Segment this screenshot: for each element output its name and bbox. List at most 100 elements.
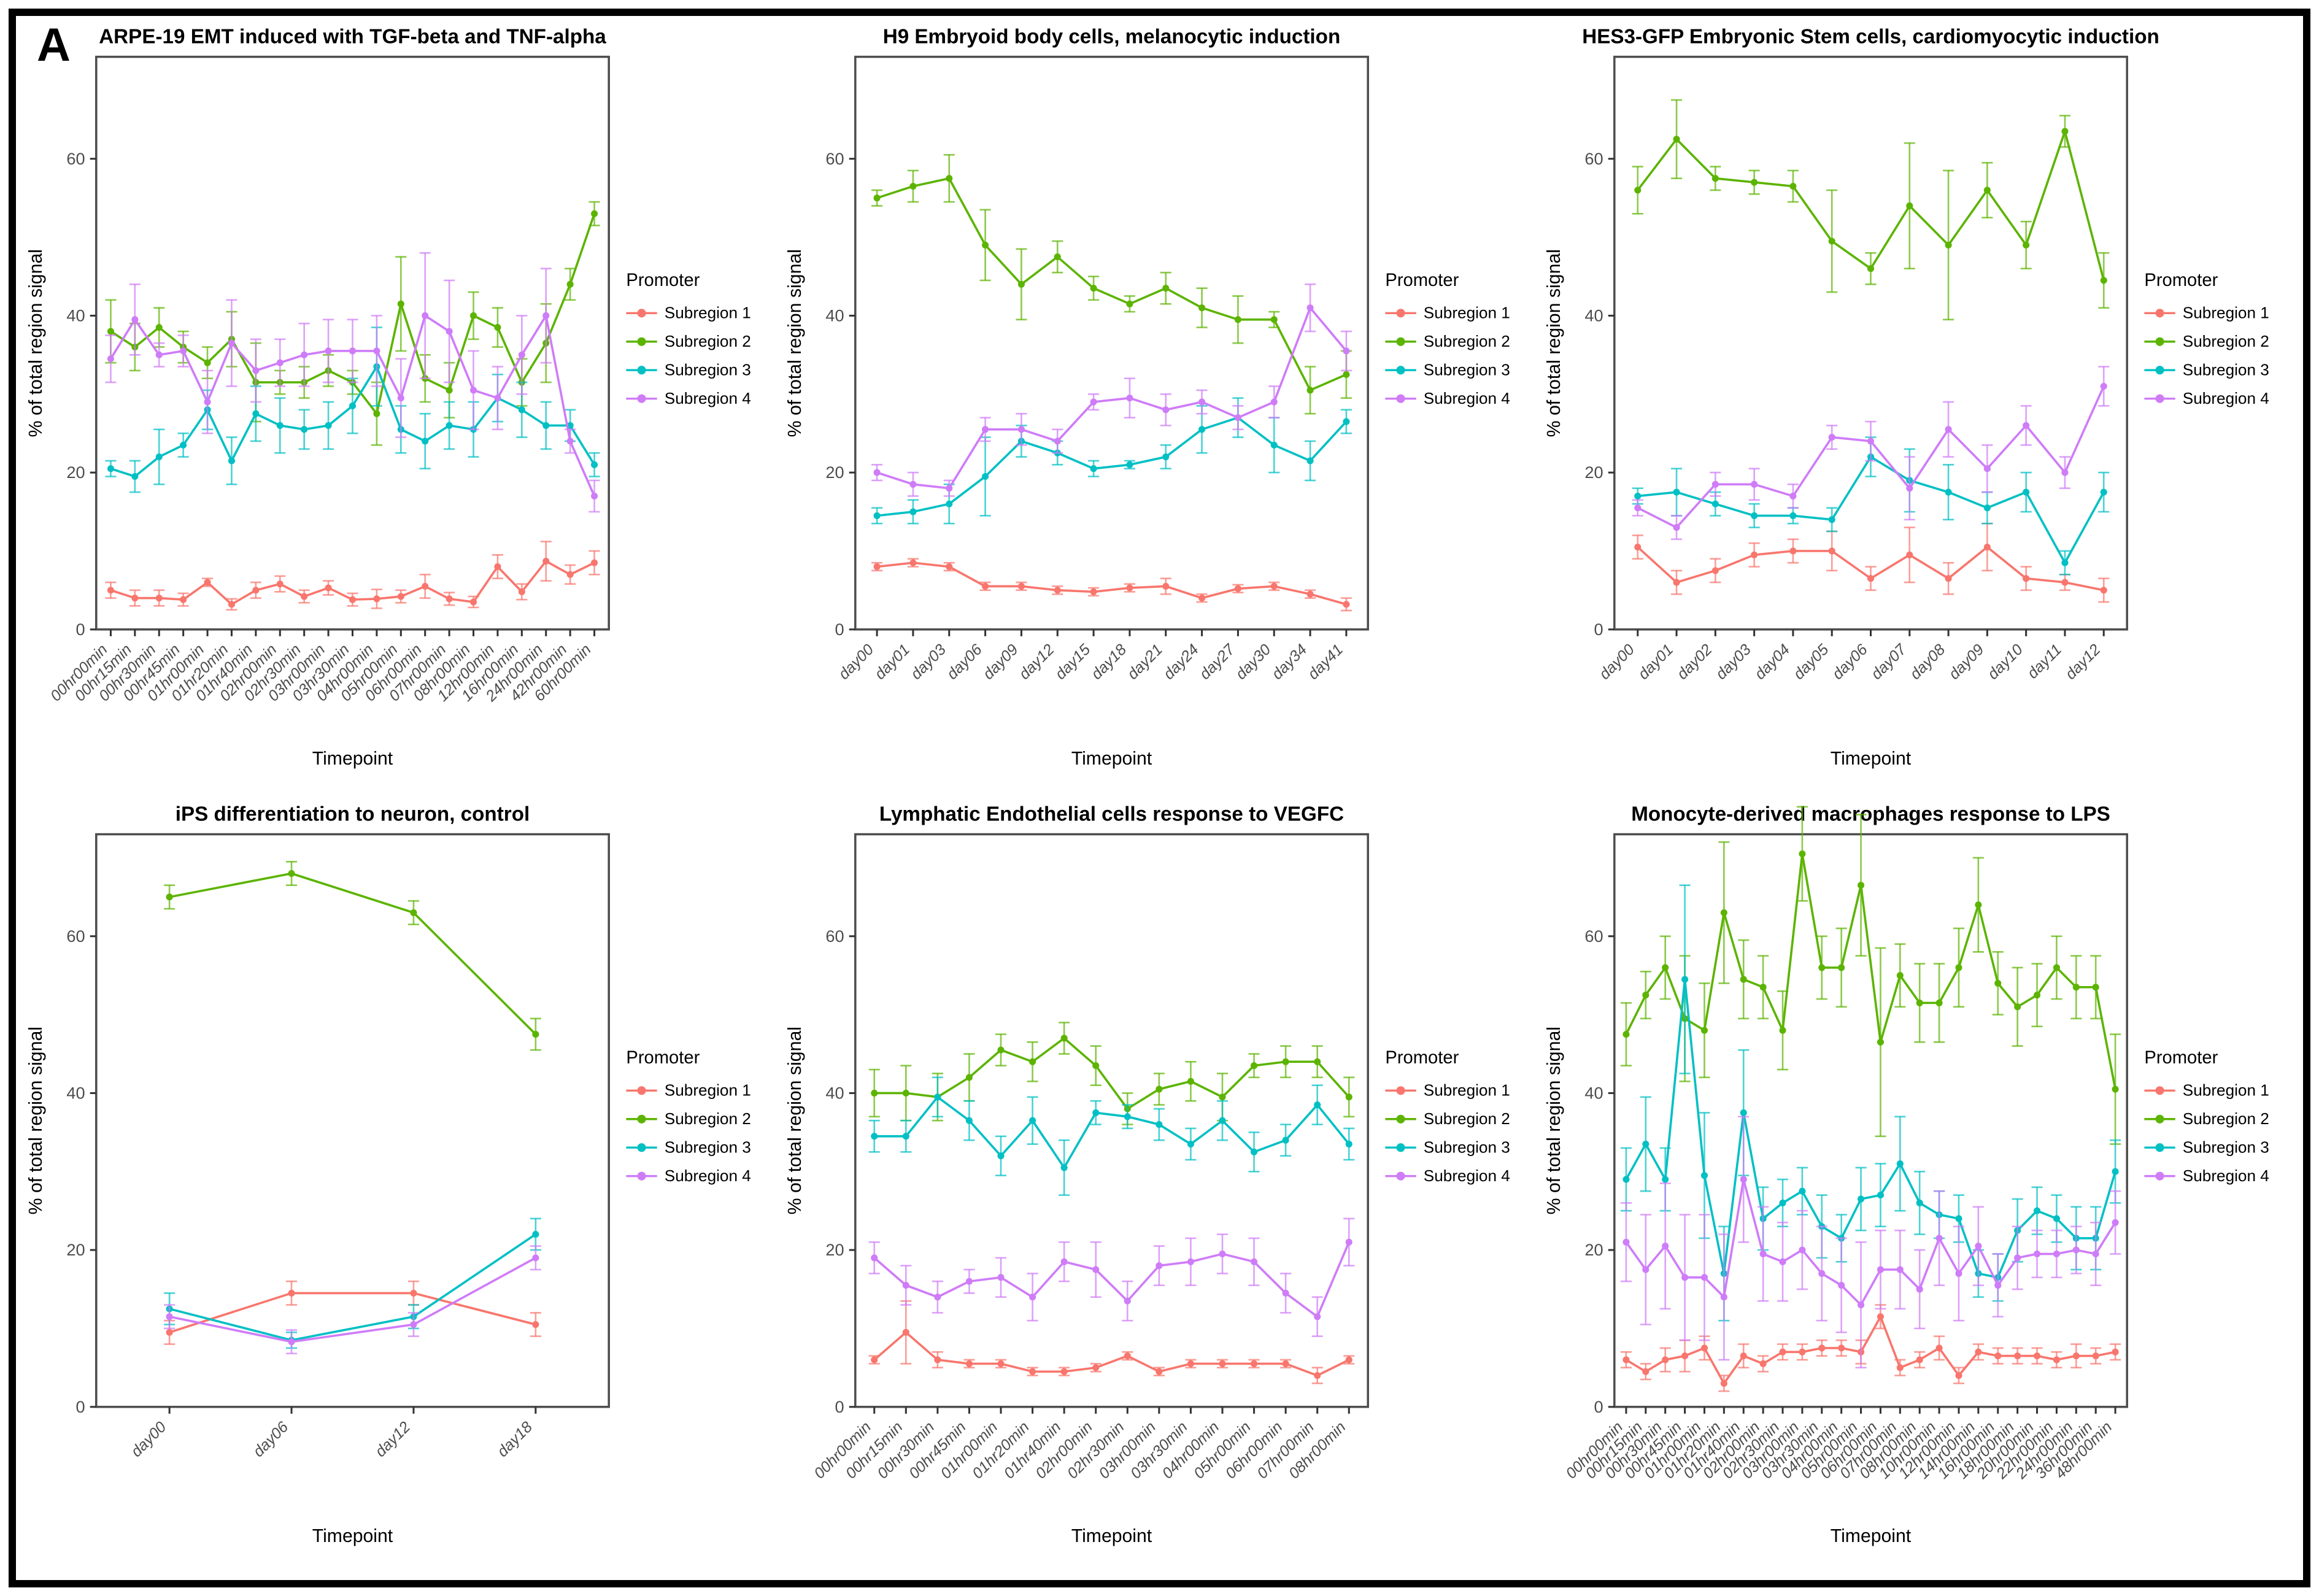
legend-key-icon — [1396, 366, 1405, 375]
x-tick-label: day09 — [1945, 641, 1987, 683]
legend-key-icon — [1396, 1085, 1405, 1095]
chart-panel-arpe19: ARPE-19 EMT induced with TGF-beta and TN… — [21, 21, 780, 798]
legend: Promoter Subregion 1 Subregion 2 Subregion … — [1385, 1047, 1510, 1184]
x-tick-label: day10 — [1985, 641, 2026, 683]
series-subregion-4 — [164, 1244, 541, 1354]
y-tick-label: 20 — [66, 463, 85, 482]
x-axis: day00 day06 day12 day18 — [128, 1406, 537, 1460]
legend-item-label: Subregion 2 — [1424, 332, 1510, 350]
chart-panel-monocyte: Monocyte-derived macrophages response to… — [1539, 798, 2298, 1576]
series-subregion-3 — [868, 1076, 1355, 1196]
x-axis: 00hr00min00hr15min00hr30min00hr45min01hr… — [47, 629, 596, 705]
legend-item-label: Subregion 3 — [1424, 1138, 1510, 1156]
series-subregion-4 — [1620, 1115, 2121, 1368]
chart-arpe19: ARPE-19 EMT induced with TGF-beta and TN… — [26, 25, 751, 769]
legend-item: Subregion 4 — [2144, 1166, 2269, 1184]
plot-area — [1613, 55, 2128, 631]
series-subregion-2 — [164, 860, 541, 1051]
x-axis-title: Timepoint — [312, 1525, 393, 1546]
legend-item: Subregion 4 — [1385, 1166, 1510, 1184]
x-tick-label: day12 — [372, 1418, 414, 1460]
x-axis: 00hr00min00hr15min00hr30min00hr45min01hr… — [1562, 1406, 2116, 1482]
x-tick-label: day30 — [1232, 641, 1274, 683]
y-axis-title: % of total region signal — [26, 249, 46, 437]
y-axis: 0 20 40 60 — [1584, 926, 1615, 1416]
legend-item-label: Subregion 1 — [1424, 303, 1510, 322]
legend-item-label: Subregion 3 — [2183, 360, 2269, 379]
series-subregion-2 — [871, 154, 1352, 415]
y-axis: 0 20 40 60 — [825, 926, 855, 1416]
legend-item: Subregion 2 — [2144, 332, 2269, 350]
chart-monocyte: Monocyte-derived macrophages response to… — [1544, 803, 2269, 1546]
x-axis: 00hr00min00hr15min00hr30min00hr45min01hr… — [811, 1406, 1350, 1482]
x-tick-label: day15 — [1052, 641, 1094, 683]
legend-item-label: Subregion 3 — [665, 1138, 751, 1156]
legend-item: Subregion 4 — [2144, 389, 2269, 407]
legend-item-label: Subregion 1 — [665, 1081, 751, 1099]
panel-title: Monocyte-derived macrophages response to… — [1631, 803, 2110, 825]
y-axis: 0 20 40 60 — [1584, 149, 1615, 639]
x-tick-label: day18 — [1088, 641, 1130, 683]
legend-key-icon — [2155, 337, 2164, 346]
legend-item: Subregion 1 — [1385, 303, 1510, 322]
y-tick-label: 40 — [1584, 1083, 1603, 1102]
legend-item-label: Subregion 3 — [1424, 360, 1510, 379]
series-subregion-2 — [1620, 806, 2121, 1145]
legend-title: Promoter — [1385, 1047, 1459, 1067]
legend-title: Promoter — [2144, 271, 2218, 290]
legend-item-label: Subregion 3 — [665, 360, 751, 379]
series-subregion-1 — [868, 1300, 1355, 1384]
x-tick-label: day05 — [1790, 641, 1832, 683]
panel-grid: ARPE-19 EMT induced with TGF-beta and TN… — [21, 21, 2298, 1575]
legend-key-icon — [637, 366, 646, 375]
legend-key-icon — [637, 394, 646, 403]
x-tick-label: day27 — [1196, 641, 1238, 683]
legend-item: Subregion 1 — [2144, 303, 2269, 322]
x-tick-label: day34 — [1268, 641, 1310, 683]
panel-title: iPS differentiation to neuron, control — [176, 803, 530, 825]
figure-border: A ARPE-19 EMT induced with TGF-beta and … — [9, 9, 2310, 1587]
legend-item: Subregion 3 — [2144, 1138, 2269, 1156]
legend-key-icon — [2155, 1114, 2164, 1124]
chart-lymphatic: Lymphatic Endothelial cells response to … — [785, 803, 1510, 1546]
legend-item-label: Subregion 2 — [2183, 1109, 2269, 1127]
legend-key-icon — [1396, 1143, 1405, 1152]
series-subregion-1 — [105, 541, 600, 611]
series-subregion-2 — [868, 1021, 1355, 1125]
x-tick-label: day12 — [1016, 641, 1057, 683]
y-tick-label: 40 — [66, 1083, 85, 1102]
y-tick-label: 60 — [825, 149, 844, 168]
legend-item: Subregion 1 — [2144, 1081, 2269, 1099]
x-tick-label: day08 — [1907, 641, 1948, 683]
series-subregion-4 — [868, 1217, 1355, 1337]
y-tick-label: 60 — [66, 926, 85, 945]
y-axis-title: % of total region signal — [785, 1026, 805, 1214]
chart-panel-lymphatic: Lymphatic Endothelial cells response to … — [780, 798, 1539, 1576]
x-tick-label: day06 — [1829, 641, 1871, 683]
panel-title: H9 Embryoid body cells, melanocytic indu… — [883, 25, 1341, 48]
x-tick-label: day03 — [1713, 641, 1754, 683]
legend-item-label: Subregion 1 — [2183, 303, 2269, 322]
legend-item: Subregion 4 — [626, 1166, 751, 1184]
x-axis: day00day01day03day06day09day12day15day18… — [835, 629, 1348, 683]
x-axis-title: Timepoint — [1831, 1525, 1912, 1546]
legend-item-label: Subregion 4 — [665, 1166, 751, 1184]
y-axis-title: % of total region signal — [785, 249, 805, 437]
y-tick-label: 0 — [76, 620, 85, 639]
legend-title: Promoter — [626, 1047, 700, 1067]
legend-key-icon — [637, 309, 646, 318]
legend-key-icon — [2155, 1085, 2164, 1095]
legend-item: Subregion 1 — [1385, 1081, 1510, 1099]
y-axis-title: % of total region signal — [26, 1026, 46, 1214]
legend-item-label: Subregion 2 — [665, 1109, 751, 1127]
x-tick-label: day06 — [250, 1417, 292, 1460]
y-axis-title: % of total region signal — [1544, 249, 1564, 437]
x-tick-label: day06 — [944, 641, 986, 683]
y-tick-label: 40 — [66, 306, 85, 325]
legend-item: Subregion 1 — [626, 1081, 751, 1099]
legend-key-icon — [1396, 309, 1405, 318]
x-tick-label: day03 — [908, 641, 949, 683]
legend-item: Subregion 2 — [2144, 1109, 2269, 1127]
legend-item-label: Subregion 4 — [1424, 1166, 1510, 1184]
x-tick-label: day01 — [871, 641, 913, 683]
